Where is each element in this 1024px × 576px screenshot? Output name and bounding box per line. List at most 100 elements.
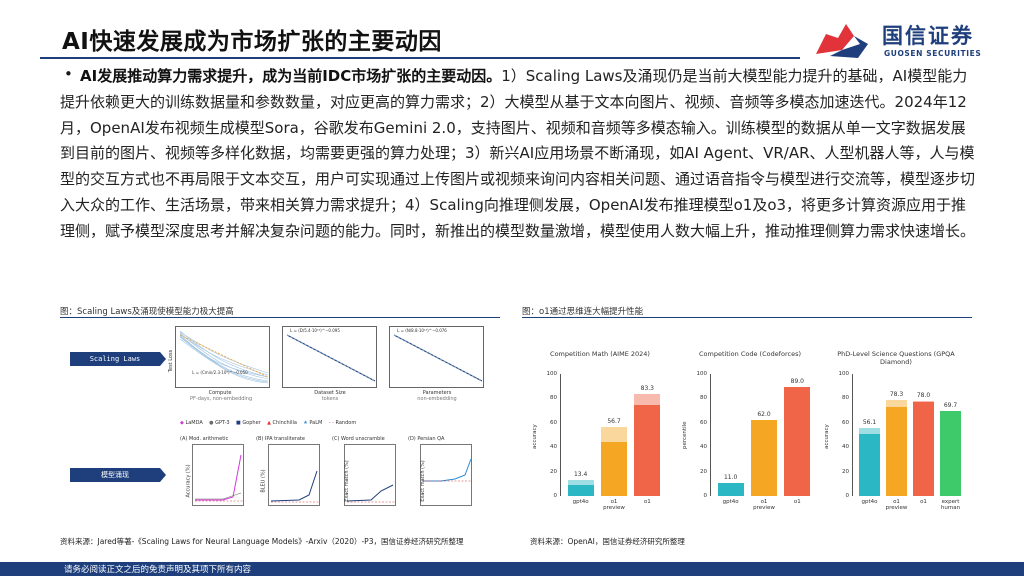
dataset-xlabel: Dataset Size <box>314 390 346 396</box>
y-tick-label: 0 <box>703 493 708 499</box>
y-tick-label: 0 <box>845 493 850 499</box>
title-underline <box>40 57 800 59</box>
plot-a-ylabel: Accuracy (%) <box>185 464 192 498</box>
y-tick-label: 40 <box>842 444 849 451</box>
bullet-marker: • <box>64 65 73 83</box>
y-tick-label: 40 <box>700 444 707 451</box>
bar-solid-o1-preview <box>751 420 777 496</box>
y-tick-label: 100 <box>546 371 558 377</box>
y-tick-label: 100 <box>696 371 708 377</box>
body-text: 1）Scaling Laws及涌现仍是当前大模型能力提升的基础，AI模型能力提升… <box>60 67 976 240</box>
parameters-xlabel: Parameters <box>422 390 452 396</box>
plot-a-title: (A) Mod. arithmetic <box>180 436 229 442</box>
y-tick-label: 60 <box>842 419 849 426</box>
y-tick-label: 80 <box>700 395 707 402</box>
y-tick-label: 0 <box>553 493 558 499</box>
category-label: gpt4o <box>861 499 878 505</box>
plot-d <box>420 444 472 506</box>
chart-axis-1 <box>710 374 711 496</box>
y-axis-title-1: percentile <box>682 421 688 449</box>
footer-disclaimer: 请务必阅读正文之后的免责声明及其项下所有内容 <box>64 565 252 575</box>
left-figure: Scaling Laws L = (Cmin/2.3·10⁸)^−0.050 C… <box>60 318 500 528</box>
y-axis-title-2: accuracy <box>824 424 830 449</box>
bar-solid-expert-human <box>939 410 962 496</box>
bar-value-label: 62.0 <box>757 411 771 419</box>
scaling-laws-badge: Scaling Laws <box>70 352 160 366</box>
y-tick-label: 80 <box>842 395 849 402</box>
category-label: o1 <box>793 499 801 505</box>
legend-random: Random <box>335 420 357 426</box>
bar-value-label: 56.1 <box>862 418 877 426</box>
plot-d-curves <box>423 458 472 482</box>
guosen-logo-icon <box>816 24 868 58</box>
dataset-legend: L = (D/5.4·10¹³)^−0.095 <box>290 328 340 333</box>
left-figure-rule <box>60 317 500 318</box>
plot-d-title: (D) Persian QA <box>408 436 445 442</box>
chart-title-2: PhD-Level Science Questions (GPQA Diamon… <box>837 350 955 366</box>
chart-panel-0: Competition Math (AIME 2024) 0 20 40 60 80 100… <box>530 348 670 518</box>
y-tick-label: 40 <box>550 444 557 451</box>
badge-arrow-icon <box>160 352 166 366</box>
emergence-badge: 模型涌现 <box>70 468 160 482</box>
plot-a-curves <box>195 454 243 502</box>
plot-b-title: (B) IPA transliterate <box>256 436 305 442</box>
plot-b <box>268 444 320 506</box>
legend-gpt3: GPT-3 <box>215 420 230 426</box>
dataset-curve <box>286 334 376 382</box>
bar-solid-o1-preview <box>601 441 627 496</box>
y-axis-title-0: accuracy <box>532 424 538 449</box>
legend-palm: PaLM <box>309 420 323 426</box>
category-label: o1 <box>920 499 927 505</box>
bar-solid-o1-preview <box>885 406 908 496</box>
category-label: gpt4o <box>722 499 739 505</box>
y-tick-label: 20 <box>700 468 707 475</box>
model-legend: ◆ LaMDA ● GPT-3 ■ Gopher ▲ Chinchilla ★ … <box>180 420 357 426</box>
category-label: o1 preview <box>753 499 775 511</box>
plot-d-ylabel: Exact match (%) <box>419 460 426 502</box>
chart-panel-1: Competition Code (Codeforces) 0 20 40 60 80 10… <box>680 348 820 518</box>
category-label: o1 preview <box>603 499 625 511</box>
y-tick-label: 60 <box>700 419 707 426</box>
chart-axis-2 <box>852 374 853 496</box>
bar-solid-gpt4o <box>717 482 744 496</box>
bar-value-label: 78.3 <box>889 391 904 399</box>
category-label: expert human <box>940 499 961 511</box>
body-lead: AI发展推动算力需求提升，成为当前IDC市场扩张的主要动因。 <box>80 67 502 85</box>
dataset-plot <box>282 326 377 388</box>
parameters-sublabel: non-embedding <box>417 396 457 402</box>
plot-c <box>344 444 396 506</box>
compute-sublabel: PF-days, non-embedding <box>190 396 253 402</box>
y-tick-label: 100 <box>838 371 850 377</box>
compute-xlabel: Compute <box>208 390 232 396</box>
compute-curves <box>179 330 269 384</box>
plot-a <box>192 444 244 506</box>
bar-value-label: 56.7 <box>607 417 621 425</box>
plot-b-ylabel: BLEU (%) <box>260 469 267 493</box>
bar-solid-gpt4o <box>858 434 881 496</box>
left-figure-caption: 图：Scaling Laws及涌现使模型能力极大提高 <box>60 307 234 317</box>
y-tick-label: 20 <box>842 468 849 475</box>
plot-c-title: (C) Word unscramble <box>332 436 385 442</box>
category-label: gpt4o <box>572 499 589 505</box>
bar-value-label: 69.7 <box>943 401 958 409</box>
y-tick-label: 80 <box>550 395 557 402</box>
bar-value-label: 13.4 <box>573 470 588 478</box>
left-source: 资料来源：Jared等著-《Scaling Laws for Neural La… <box>60 537 464 546</box>
body-paragraph: AI发展推动算力需求提升，成为当前IDC市场扩张的主要动因。1）Scaling … <box>60 64 980 245</box>
right-figure-rule <box>522 317 972 318</box>
parameters-plot <box>389 326 484 388</box>
y-tick-label: 20 <box>550 468 557 475</box>
bar-value-label: 78.0 <box>916 391 931 399</box>
legend-lamda: LaMDA <box>185 420 203 426</box>
right-figure-caption: 图：o1通过思维连大幅提升性能 <box>522 307 644 317</box>
chart-axis-0 <box>560 374 561 496</box>
plot-c-curves <box>346 484 395 503</box>
badge-arrow-icon-2 <box>160 468 166 482</box>
parameters-legend: L = (N/8.8·10¹³)^−0.076 <box>397 328 447 333</box>
bar-solid-o1 <box>634 405 661 496</box>
bar-solid-gpt4o <box>567 484 594 496</box>
parameters-curve <box>393 334 483 382</box>
logo-text-cn: 国信证券 <box>882 24 974 48</box>
test-loss-label: Test Loss <box>168 349 175 373</box>
